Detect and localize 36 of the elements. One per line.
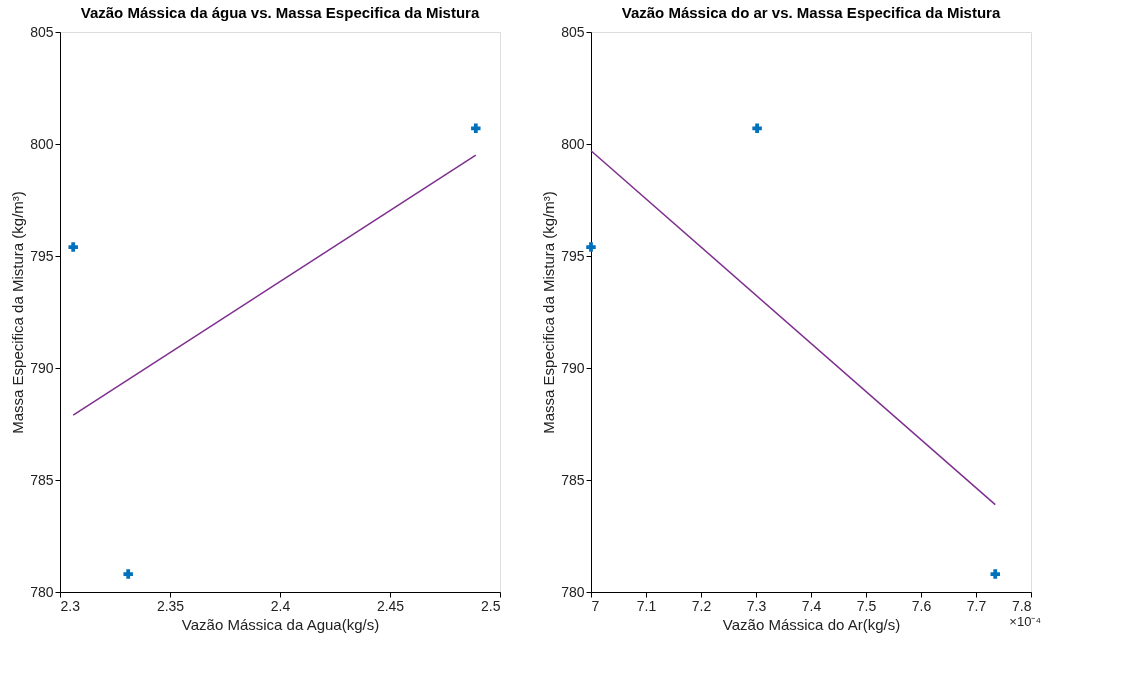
x-tick-label: 7.3 [746,597,767,614]
x-tick-label: 7.5 [856,597,877,614]
x-tick-label: 2.4 [270,597,291,614]
x-tick-label: 2.45 [376,597,405,614]
y-tick-label: 790 [561,359,585,376]
y-axis-title: Massa Especifica da Mistura (kg/m³) [540,191,558,434]
x-tick-label: 7.1 [636,597,657,614]
y-tick-label: 800 [30,135,54,152]
x-tick-label: 7 [591,597,600,614]
y-tick-label: 805 [561,23,585,40]
text: ×10⁻⁴ [1009,614,1041,629]
x-tick-label: 7.7 [966,597,987,614]
y-tick-label: 790 [30,359,54,376]
x-tick-label: 2.35 [156,597,185,614]
y-tick-label: 785 [561,471,585,488]
x-tick-label: 7.4 [801,597,822,614]
x-tick-label: 7.2 [691,597,712,614]
x-tick-label: 2.3 [60,597,81,614]
x-tick-label: 7.8 [1012,597,1032,614]
point [990,569,1000,579]
x-tick-label: 2.5 [481,597,501,614]
y-tick-label: 795 [561,247,585,264]
point [752,123,762,134]
y-tick-label: 805 [30,23,54,40]
y-tick-label: 780 [561,583,585,600]
x-axis-title: Vazão Mássica do Ar(kg/s) [722,615,901,633]
y-tick-label: 785 [30,471,54,488]
y-tick-label: 795 [30,247,54,264]
x-tick-label: 7.6 [911,597,932,614]
chart-title: Vazão Mássica da água vs. Massa Especifica da Mistura [80,4,480,21]
y-tick-label: 800 [561,135,585,152]
point [586,242,596,252]
y-tick-label: 780 [30,583,54,600]
chart-title: Vazão Mássica do ar vs. Massa Especifica da Mistura [621,4,1001,21]
y-axis-title: Massa Especifica da Mistura (kg/m³) [9,191,27,434]
x-axis-title: Vazão Mássica da Agua(kg/s) [181,615,380,633]
